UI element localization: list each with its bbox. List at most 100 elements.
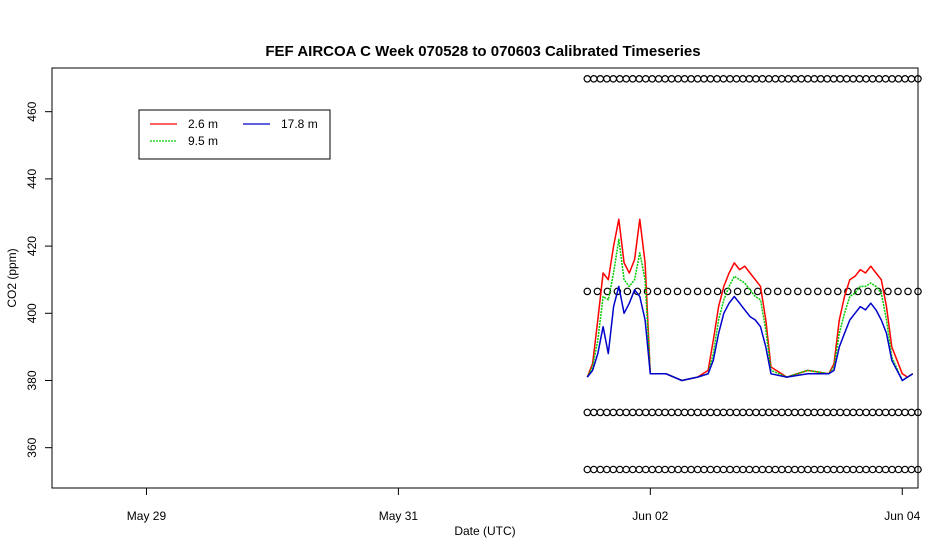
marker-r3-5 (615, 465, 624, 474)
marker-r2-7 (628, 408, 637, 417)
marker-r2-46 (881, 408, 890, 417)
marker-r0-32 (790, 75, 799, 83)
marker-r3-37 (823, 465, 832, 474)
marker-r0-22 (726, 75, 734, 83)
marker-r1-9 (673, 287, 682, 296)
marker-r2-38 (829, 408, 838, 417)
marker-r2-0 (583, 408, 592, 417)
marker-r2-32 (790, 408, 799, 417)
legend: 2.6 m 9.5 m 17.8 m (138, 109, 331, 160)
marker-r3-29 (771, 465, 780, 474)
x-tick-label-1: May 31 (379, 509, 419, 523)
marker-r1-1 (593, 287, 602, 296)
marker-r3-18 (700, 465, 708, 474)
marker-r1-24 (823, 287, 832, 296)
marker-r1-33 (914, 287, 922, 296)
marker-r1-20 (783, 287, 792, 296)
marker-r0-27 (758, 75, 767, 83)
marker-r3-34 (803, 465, 812, 474)
marker-r3-9 (641, 465, 650, 474)
marker-r0-50 (907, 75, 916, 83)
marker-r0-30 (777, 75, 786, 83)
marker-r3-45 (875, 465, 883, 474)
marker-r2-26 (752, 408, 760, 417)
marker-r3-21 (719, 465, 728, 474)
marker-r0-8 (635, 75, 644, 83)
marker-r3-6 (622, 465, 631, 474)
marker-r1-31 (894, 287, 902, 296)
marker-r2-42 (855, 408, 864, 417)
marker-r3-4 (609, 465, 618, 474)
marker-r2-2 (596, 408, 605, 417)
marker-r2-34 (803, 408, 812, 417)
marker-r2-11 (654, 408, 663, 417)
marker-r3-24 (739, 465, 747, 474)
y-tick-label-0: 360 (25, 437, 39, 457)
marker-r2-27 (758, 408, 767, 417)
x-tick-label-0: May 29 (127, 509, 167, 523)
marker-r3-40 (842, 465, 851, 474)
marker-r3-23 (732, 465, 741, 474)
marker-r0-13 (667, 75, 676, 83)
marker-r0-44 (868, 75, 877, 83)
marker-r2-41 (849, 408, 858, 417)
marker-r0-7 (628, 75, 637, 83)
marker-r3-11 (654, 465, 663, 474)
marker-r0-16 (687, 75, 695, 83)
marker-r2-29 (771, 408, 780, 417)
marker-r2-49 (901, 408, 909, 417)
marker-r3-19 (706, 465, 715, 474)
marker-r2-36 (816, 408, 825, 417)
marker-r0-0 (583, 75, 592, 83)
marker-r2-40 (842, 408, 851, 417)
marker-r0-1 (589, 75, 598, 83)
x-axis: May 29 May 31 Jun 02 Jun 04 (127, 488, 921, 523)
marker-r0-29 (771, 75, 780, 83)
series-lines (586, 218, 914, 382)
marker-r1-4 (623, 287, 632, 296)
marker-r3-30 (777, 465, 786, 474)
marker-r1-27 (854, 287, 862, 296)
marker-r3-28 (765, 465, 773, 474)
marker-r3-31 (784, 465, 793, 474)
marker-r3-43 (862, 465, 870, 474)
marker-r2-6 (622, 408, 631, 417)
marker-r0-26 (752, 75, 760, 83)
marker-r2-44 (868, 408, 877, 417)
marker-r0-45 (875, 75, 883, 83)
y-tick-label-4: 440 (25, 169, 39, 189)
marker-r2-10 (648, 408, 657, 417)
marker-r3-15 (680, 465, 689, 474)
marker-r0-49 (901, 75, 909, 83)
marker-rows (583, 75, 922, 474)
marker-r0-39 (836, 75, 845, 83)
marker-r0-19 (706, 75, 715, 83)
marker-r3-41 (849, 465, 858, 474)
marker-r3-13 (667, 465, 676, 474)
legend-box (138, 109, 331, 160)
marker-r3-33 (797, 465, 806, 474)
marker-r1-15 (733, 287, 742, 296)
marker-r0-33 (797, 75, 806, 83)
marker-r1-30 (884, 287, 892, 296)
marker-r3-7 (628, 465, 637, 474)
marker-r3-3 (602, 465, 611, 474)
marker-r1-28 (864, 287, 872, 296)
marker-r3-50 (907, 465, 916, 474)
marker-r2-33 (797, 408, 806, 417)
marker-r1-11 (693, 287, 702, 296)
marker-r3-22 (726, 465, 734, 474)
marker-r1-7 (653, 287, 662, 296)
marker-r2-15 (680, 408, 689, 417)
marker-r1-23 (813, 287, 822, 296)
y-axis: 360 380 400 420 440 460 (25, 101, 52, 458)
marker-r3-25 (745, 465, 754, 474)
marker-r2-48 (894, 408, 903, 417)
marker-r0-34 (803, 75, 812, 83)
marker-r2-14 (674, 408, 682, 417)
marker-r1-10 (683, 287, 692, 296)
marker-r2-45 (875, 408, 883, 417)
marker-r2-19 (706, 408, 715, 417)
marker-r0-17 (693, 75, 702, 83)
